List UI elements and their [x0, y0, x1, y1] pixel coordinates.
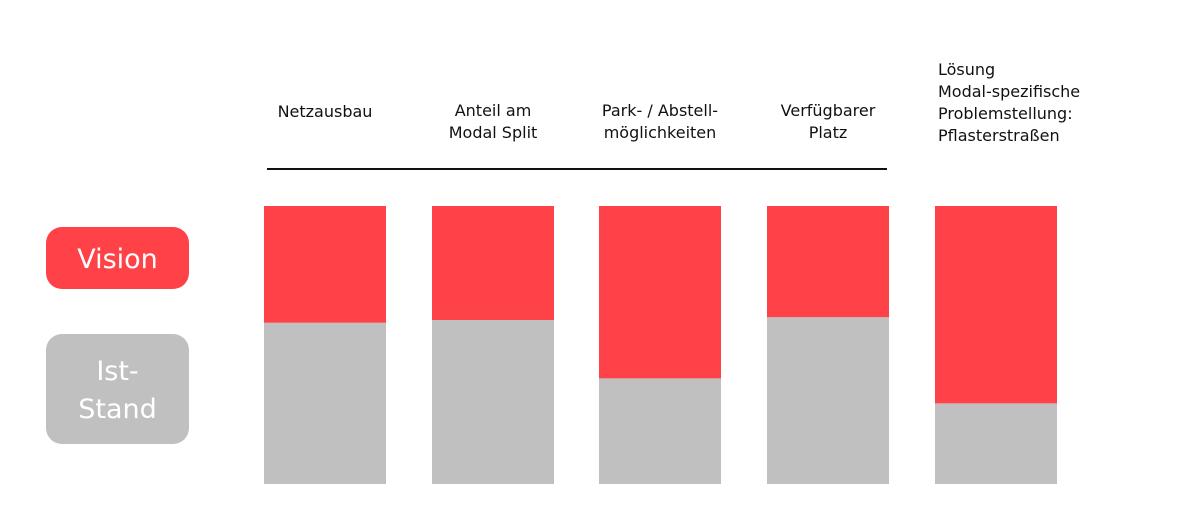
legend-vision-label: Vision: [77, 244, 158, 275]
legend-ist-stand: Ist- Stand: [46, 334, 189, 444]
bar-group-4: [767, 206, 889, 484]
bar-ist-stand-1: [264, 322, 386, 484]
legend-vision-label-line: Vision: [77, 244, 158, 275]
bar-vision-3: [599, 206, 721, 379]
category-label-line: Anteil am: [455, 101, 532, 120]
legend-ist-stand-swatch: [46, 334, 189, 444]
bar-vision-1: [264, 206, 386, 323]
legend-ist-stand-label-line: Ist-: [96, 356, 138, 387]
category-label-line: Problemstellung:: [938, 104, 1073, 123]
category-label-line: Pflasterstraßen: [938, 126, 1060, 145]
category-label-line: Verfügbarer: [781, 101, 876, 120]
bar-vision-5: [935, 206, 1057, 404]
legend-ist-stand-label: Ist- Stand: [78, 356, 157, 425]
category-labels: Netzausbau Anteil am Modal Split Park- / Ab…: [278, 60, 1081, 145]
category-label-2: Anteil am Modal Split: [449, 101, 538, 142]
bar-ist-stand-2: [432, 319, 554, 484]
bar-vision-2: [432, 206, 554, 320]
category-label-4: Verfügbarer Platz: [781, 101, 876, 142]
category-label-line: Netzausbau: [278, 102, 373, 121]
category-label-line: Platz: [809, 123, 848, 142]
category-label-3: Park- / Abstell-möglichkeiten: [602, 101, 718, 142]
bars-layer: [264, 206, 1057, 484]
category-label-line: Park- / Abstell-: [602, 101, 718, 120]
category-label-5: Lösung Modal-spezifische Problemstellung: P…: [938, 60, 1080, 145]
legend-vision: Vision: [46, 227, 189, 289]
bar-group-3: [599, 206, 721, 484]
bar-group-1: [264, 206, 386, 484]
category-label-line: möglichkeiten: [604, 123, 717, 142]
bar-group-5: [935, 206, 1057, 484]
bar-vision-4: [767, 206, 889, 318]
bar-ist-stand-4: [767, 317, 889, 484]
category-label-1: Netzausbau: [278, 102, 373, 121]
legend: Vision Ist- Stand: [46, 227, 189, 444]
category-label-line: Lösung: [938, 60, 995, 79]
category-label-line: Modal-spezifische: [938, 82, 1080, 101]
bar-ist-stand-3: [599, 378, 721, 484]
category-label-line: Modal Split: [449, 123, 538, 142]
legend-vision-swatch: [46, 227, 189, 289]
bar-group-2: [432, 206, 554, 484]
bar-ist-stand-5: [935, 403, 1057, 484]
legend-ist-stand-label-line: Stand: [78, 394, 157, 425]
